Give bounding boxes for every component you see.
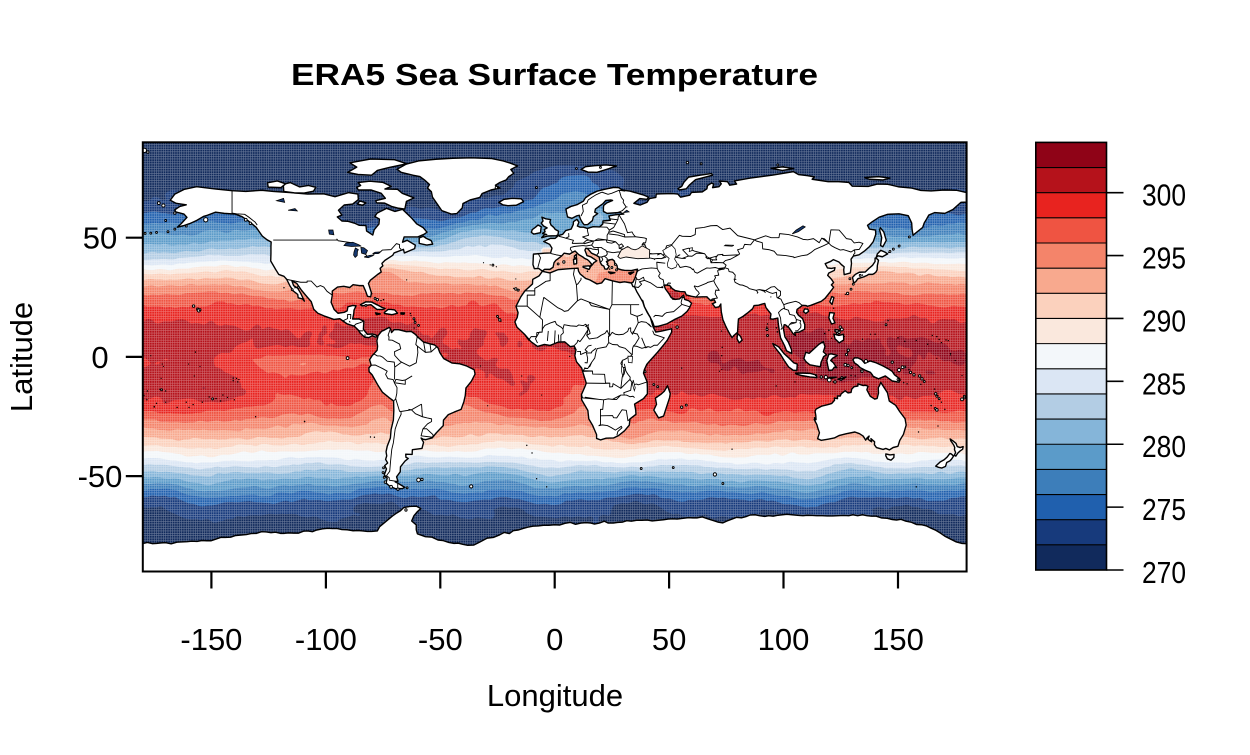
svg-text:ERA5 Sea Surface Temperature: ERA5 Sea Surface Temperature [291, 57, 818, 92]
svg-text:300: 300 [1142, 178, 1186, 213]
svg-text:-50: -50 [78, 459, 123, 494]
svg-text:280: 280 [1142, 429, 1186, 464]
svg-text:0: 0 [546, 622, 563, 657]
svg-text:275: 275 [1142, 492, 1186, 527]
svg-text:-50: -50 [418, 622, 463, 657]
svg-text:285: 285 [1142, 366, 1186, 401]
svg-text:295: 295 [1142, 241, 1186, 276]
svg-text:150: 150 [872, 622, 924, 657]
svg-text:Latitude: Latitude [4, 302, 39, 412]
svg-text:100: 100 [758, 622, 810, 657]
svg-text:Longitude: Longitude [487, 678, 623, 713]
svg-text:0: 0 [91, 340, 108, 375]
svg-text:50: 50 [83, 221, 117, 256]
svg-text:-100: -100 [295, 622, 357, 657]
svg-text:-150: -150 [180, 622, 242, 657]
svg-text:50: 50 [652, 622, 686, 657]
svg-text:290: 290 [1142, 304, 1186, 339]
svg-text:270: 270 [1142, 555, 1186, 590]
